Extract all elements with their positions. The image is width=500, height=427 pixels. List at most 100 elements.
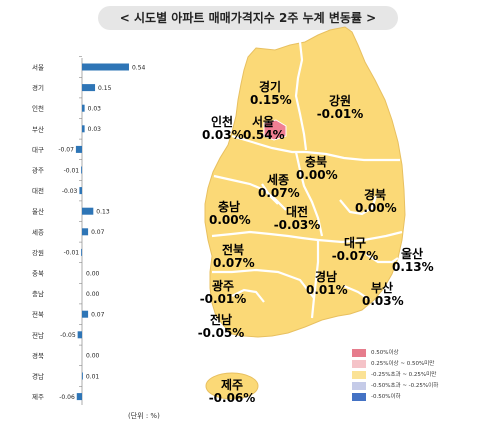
- bar: [82, 310, 89, 318]
- region-value: 0.07%: [213, 256, 255, 270]
- value-label: 0.54: [132, 64, 146, 71]
- region-value: 0.07%: [258, 186, 300, 200]
- category-label: 광주: [32, 167, 44, 175]
- mainland-shape: [204, 26, 406, 338]
- region-name: 경남: [314, 270, 338, 284]
- value-label: 0.03: [88, 126, 102, 133]
- region-value: -0.07%: [331, 249, 379, 263]
- legend-item: -0.25%초과 ~ 0.25%미만: [352, 370, 436, 380]
- bar: [81, 248, 82, 256]
- region-name: 강원: [328, 94, 352, 108]
- jeju-island: [205, 372, 259, 400]
- region-value: -0.01%: [316, 107, 364, 121]
- region-daegu: 대구 -0.07%: [330, 237, 380, 263]
- bar: [75, 145, 82, 153]
- bar: [79, 187, 82, 195]
- value-label: 0.03: [88, 106, 102, 113]
- category-label: 경남: [32, 372, 44, 381]
- region-chungnam: 충남 0.00%: [209, 200, 251, 227]
- region-chungbuk: 충북 0.00%: [296, 156, 338, 182]
- region-value: 0.03%: [362, 294, 404, 308]
- legend-swatch: [352, 348, 366, 357]
- region-name: 부산: [370, 281, 394, 295]
- bar: [76, 393, 82, 401]
- category-label: 울산: [32, 207, 44, 216]
- region-name: 경북: [363, 188, 387, 202]
- value-label: -0.01: [64, 167, 80, 174]
- region-value: -0.05%: [197, 326, 245, 340]
- region-value: 0.00%: [209, 213, 251, 227]
- region-jeju: 제주 -0.06%: [207, 379, 257, 405]
- region-value: 0.01%: [306, 283, 348, 297]
- value-label: -0.05: [60, 332, 76, 339]
- region-value: -0.01%: [199, 292, 247, 306]
- region-name: 서울: [251, 115, 275, 129]
- value-label: -0.01: [64, 250, 80, 257]
- region-name: 제주: [220, 378, 244, 392]
- region-name: 광주: [211, 279, 235, 293]
- category-label: 강원: [32, 248, 44, 257]
- region-name: 전북: [221, 243, 245, 257]
- region-value: -0.06%: [208, 391, 256, 405]
- region-seoul: 서울 0.54%: [243, 115, 285, 142]
- bar: [82, 372, 83, 380]
- bar: [82, 228, 89, 236]
- bar: [82, 104, 85, 112]
- region-value: 0.15%: [250, 93, 292, 107]
- region-value: 0.54%: [243, 128, 285, 142]
- category-label: 세종: [32, 227, 44, 236]
- region-value: -0.03%: [273, 218, 321, 232]
- region-gwangju: 광주 -0.01%: [198, 280, 248, 306]
- legend-swatch: [352, 392, 366, 401]
- bar: [82, 125, 85, 133]
- legend-label: 0.25%이상 ~ 0.50%미만: [371, 361, 435, 367]
- bar: [82, 63, 129, 71]
- legend-swatch: [352, 370, 366, 379]
- value-label: 0.00: [86, 270, 100, 277]
- region-gyeongnam: 경남 0.01%: [306, 270, 348, 297]
- bar: [77, 331, 82, 339]
- region-value: 0.03%: [202, 128, 244, 142]
- region-jeonnam: 전남 -0.05%: [196, 314, 246, 340]
- value-label: 0.07: [91, 312, 105, 319]
- region-name: 대전: [285, 205, 309, 219]
- region-name: 경기: [258, 80, 282, 94]
- legend-item: 0.25%이상 ~ 0.50%미만: [352, 359, 434, 369]
- region-name: 대구: [343, 236, 367, 250]
- region-value: 0.00%: [296, 168, 338, 182]
- region-name: 울산: [400, 247, 424, 261]
- legend-label: 0.50%이상: [371, 350, 399, 356]
- bar: [82, 207, 94, 215]
- region-sejong: 세종 0.07%: [258, 174, 300, 200]
- category-label: 대전: [32, 186, 44, 195]
- category-label: 서울: [32, 63, 44, 72]
- category-label: 인천: [32, 104, 44, 113]
- seoul-shape: [263, 119, 287, 141]
- legend-item: -0.50%초과 ~ -0.25%이하: [352, 381, 438, 391]
- legend-swatch: [352, 381, 366, 390]
- region-value: 0.13%: [392, 260, 434, 274]
- region-borders: [211, 41, 403, 319]
- value-label: 0.00: [86, 291, 100, 298]
- chart-title: < 시도별 아파트 매매가격지수 2주 누계 변동률 >: [98, 6, 398, 30]
- category-label: 부산: [32, 124, 44, 133]
- category-label: 경북: [32, 351, 44, 360]
- category-label: 전북: [32, 310, 44, 319]
- legend-swatch: [352, 359, 366, 368]
- region-daejeon: 대전 -0.03%: [272, 206, 322, 232]
- unit-label: (단위 : %): [128, 412, 160, 420]
- region-incheon: 인천 0.03%: [202, 116, 244, 142]
- legend-label: -0.25%초과 ~ 0.25%미만: [371, 372, 437, 378]
- category-label: 경기: [32, 83, 44, 92]
- legend-item: -0.50%이하: [352, 392, 401, 402]
- region-name: 충남: [217, 200, 241, 214]
- legend-label: -0.50%이하: [371, 394, 401, 400]
- category-label: 제주: [32, 393, 44, 401]
- region-gyeongbuk: 경북 0.00%: [355, 188, 397, 215]
- bar: [81, 166, 82, 174]
- value-label: -0.06: [59, 394, 75, 401]
- category-label: 충북: [32, 269, 44, 278]
- legend-item: 0.50%이상: [352, 348, 399, 358]
